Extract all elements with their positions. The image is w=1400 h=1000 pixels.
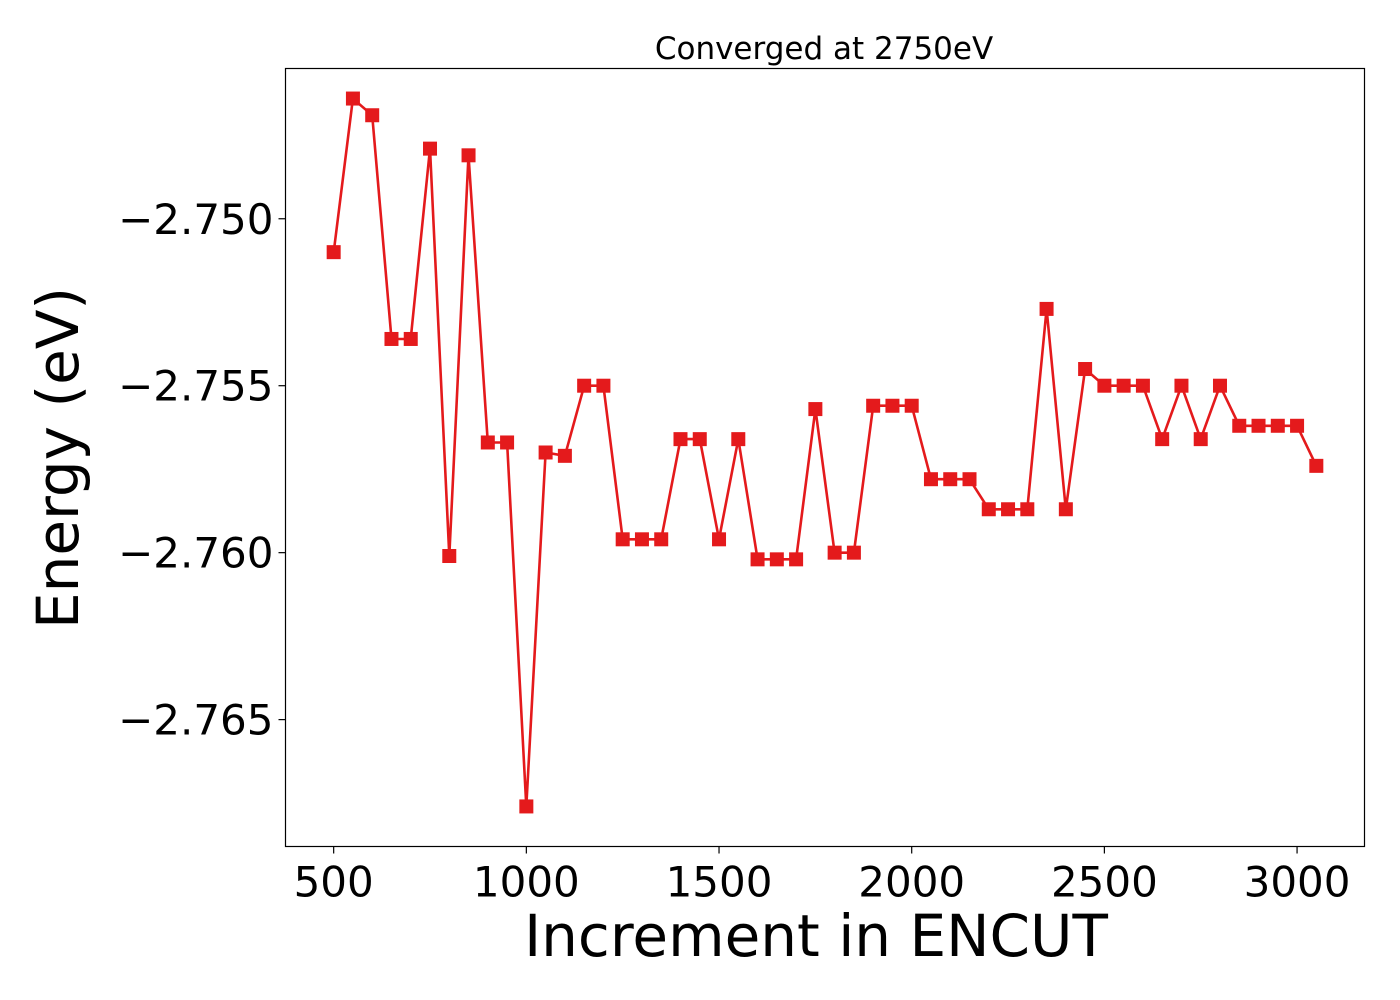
data-point-marker xyxy=(345,91,360,106)
data-point-marker xyxy=(692,432,707,447)
x-axis-ticks: 500 1000 1500 2000 2500 3000 xyxy=(294,846,1351,907)
data-point-marker xyxy=(1058,502,1073,517)
data-point-marker xyxy=(923,472,938,487)
data-point-marker xyxy=(808,402,823,417)
data-point-marker xyxy=(461,148,476,163)
data-point-marker xyxy=(1155,432,1170,447)
x-tick-label: 2500 xyxy=(1051,858,1158,907)
data-point-marker xyxy=(962,472,977,487)
data-point-marker xyxy=(1251,418,1266,433)
data-point-marker xyxy=(712,532,727,547)
data-point-marker xyxy=(1232,418,1247,433)
data-point-marker xyxy=(384,331,399,346)
data-point-marker xyxy=(904,398,919,413)
data-point-marker xyxy=(1039,301,1054,316)
data-point-marker xyxy=(423,141,438,156)
data-point-marker xyxy=(1097,378,1112,393)
data-point-marker xyxy=(789,552,804,567)
data-point-marker xyxy=(1078,362,1093,377)
data-point-marker xyxy=(1001,502,1016,517)
data-point-marker xyxy=(654,532,669,547)
data-point-marker xyxy=(577,378,592,393)
data-point-marker xyxy=(538,445,553,460)
data-point-marker xyxy=(827,545,842,560)
data-point-marker xyxy=(750,552,765,567)
x-tick-label: 1000 xyxy=(473,858,580,907)
energy-series xyxy=(326,91,1324,814)
data-point-marker xyxy=(1193,432,1208,447)
x-tick-label: 500 xyxy=(294,858,374,907)
data-point-marker xyxy=(1212,378,1227,393)
data-point-marker xyxy=(1309,458,1324,473)
plot-area-frame xyxy=(284,67,1366,848)
data-point-marker xyxy=(1290,418,1305,433)
data-point-marker xyxy=(519,799,534,814)
data-point-marker xyxy=(943,472,958,487)
y-axis-ticks: −2.750 −2.755 −2.760 −2.765 xyxy=(118,195,286,745)
data-point-marker xyxy=(557,448,572,463)
data-point-marker xyxy=(1020,502,1035,517)
data-point-marker xyxy=(403,331,418,346)
data-point-marker xyxy=(365,108,380,123)
y-tick-label: −2.750 xyxy=(118,195,273,244)
data-point-marker xyxy=(981,502,996,517)
data-point-marker xyxy=(731,432,746,447)
x-axis-label: Increment in ENCUT xyxy=(524,902,1108,970)
data-point-marker xyxy=(1174,378,1189,393)
data-point-marker xyxy=(326,245,341,260)
y-axis-label: Energy (eV) xyxy=(24,287,92,629)
data-point-marker xyxy=(596,378,611,393)
data-point-marker xyxy=(846,545,861,560)
data-point-marker xyxy=(480,435,495,450)
y-tick-label: −2.765 xyxy=(118,696,273,745)
data-point-marker xyxy=(500,435,515,450)
data-point-marker xyxy=(885,398,900,413)
chart-title: Converged at 2750eV xyxy=(655,31,993,67)
data-point-marker xyxy=(866,398,881,413)
data-point-marker xyxy=(634,532,649,547)
y-tick-label: −2.755 xyxy=(118,362,273,411)
data-point-marker xyxy=(769,552,784,567)
data-point-marker xyxy=(615,532,630,547)
x-tick-label: 3000 xyxy=(1244,858,1351,907)
data-point-marker xyxy=(1270,418,1285,433)
data-point-marker xyxy=(673,432,688,447)
data-point-marker xyxy=(1116,378,1131,393)
x-tick-label: 1500 xyxy=(666,858,773,907)
series-line xyxy=(332,97,1318,808)
x-tick-label: 2000 xyxy=(858,858,965,907)
data-point-marker xyxy=(442,549,457,564)
y-tick-label: −2.760 xyxy=(118,529,273,578)
data-point-marker xyxy=(1135,378,1150,393)
